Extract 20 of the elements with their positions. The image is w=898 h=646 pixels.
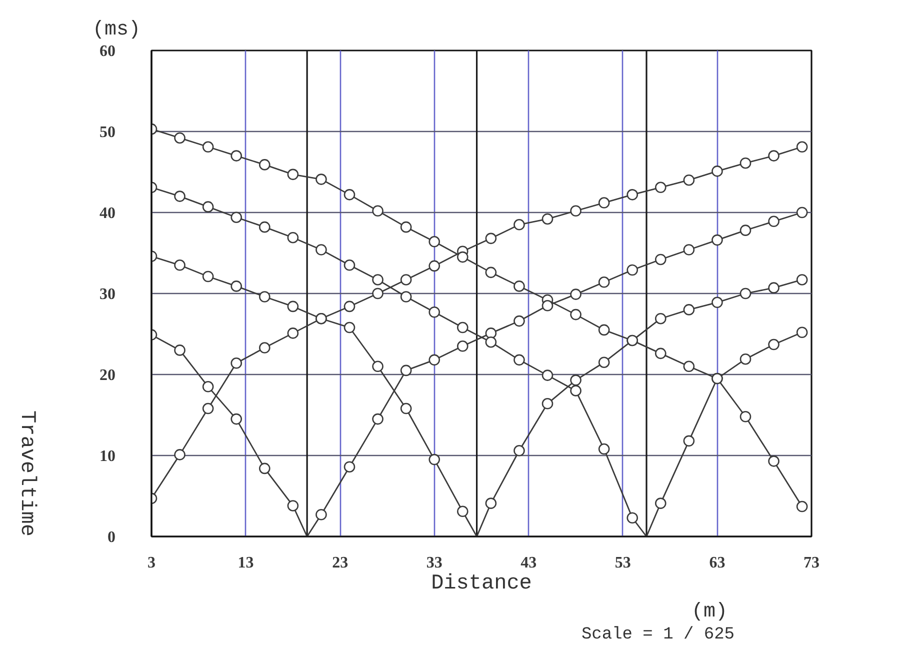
x-tick-label: 33 [426,554,442,572]
x-axis-title: Distance [431,572,532,596]
y-tick-label: 10 [100,448,116,465]
x-tick-label: 13 [238,554,254,572]
x-tick-label: 53 [614,554,631,572]
y-axis-title: Traveltime [15,410,38,537]
x-tick-label: 43 [520,554,537,572]
text: Scale = 1 / 625 [581,626,735,644]
x-tick-label: 63 [709,554,726,572]
text: (ms) [92,18,141,42]
text: (m) [691,600,728,624]
y-tick-label: 0 [108,529,116,546]
y-tick-label: 40 [100,205,116,222]
x-tick-label: 73 [804,554,820,572]
x-tick-label: 23 [332,554,348,572]
y-tick-label: 20 [100,367,116,384]
y-tick-label: 50 [100,124,116,141]
y-tick-label: 60 [100,43,116,60]
y-tick-label: 30 [100,286,116,303]
x-tick-label: 3 [148,554,156,572]
